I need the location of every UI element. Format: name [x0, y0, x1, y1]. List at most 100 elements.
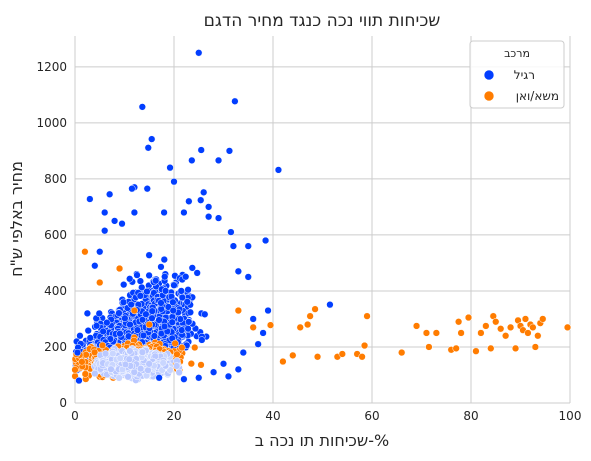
y-tick-label: 0: [59, 396, 67, 410]
point-regular: [205, 213, 213, 221]
point-van: [529, 323, 537, 332]
point-regular: [115, 374, 123, 382]
point-regular: [91, 262, 99, 270]
point-regular: [205, 203, 213, 211]
y-axis-label: מחיר באלפי ש"ח: [7, 161, 26, 277]
point-van: [197, 361, 205, 369]
point-regular: [119, 298, 128, 306]
point-regular: [136, 364, 145, 373]
point-regular: [130, 208, 139, 217]
point-regular: [249, 315, 257, 323]
point-regular: [201, 310, 209, 318]
point-regular: [144, 144, 152, 152]
point-regular: [254, 340, 262, 348]
point-regular: [120, 280, 128, 289]
legend-frame: [469, 40, 565, 109]
point-van: [234, 306, 243, 315]
point-regular: [126, 320, 134, 329]
point-van: [487, 344, 495, 353]
point-regular: [274, 166, 283, 174]
point-regular: [209, 368, 218, 376]
point-regular: [145, 271, 153, 280]
point-regular: [195, 374, 203, 382]
point-regular: [175, 368, 183, 377]
point-van: [524, 329, 532, 337]
point-van: [502, 332, 510, 340]
point-van: [82, 351, 90, 359]
point-regular: [231, 97, 239, 105]
y-tick-label: 1000: [36, 116, 67, 130]
point-regular: [115, 309, 123, 317]
point-regular: [168, 318, 176, 326]
point-regular: [101, 208, 109, 217]
point-van: [130, 306, 139, 315]
point-regular: [176, 315, 184, 323]
point-van: [306, 312, 314, 320]
point-van: [398, 348, 406, 357]
point-regular: [161, 287, 170, 295]
point-regular: [185, 197, 193, 205]
point-van: [279, 357, 287, 366]
point-regular: [177, 287, 185, 295]
point-regular: [188, 264, 196, 272]
point-regular: [185, 318, 193, 326]
point-regular: [84, 326, 92, 335]
point-regular: [164, 303, 173, 311]
point-van: [425, 343, 433, 351]
point-regular: [244, 242, 252, 250]
y-tick-label: 200: [44, 340, 67, 354]
y-tick-label: 400: [44, 284, 67, 298]
point-regular: [198, 336, 206, 344]
point-van: [539, 315, 547, 323]
point-regular: [73, 348, 82, 357]
point-regular: [160, 322, 169, 331]
point-van: [492, 318, 500, 326]
point-regular: [83, 309, 92, 318]
point-regular: [152, 277, 160, 285]
point-van: [477, 329, 485, 337]
x-tick-label: 20: [166, 409, 181, 423]
point-regular: [180, 208, 188, 217]
point-regular: [101, 227, 109, 235]
point-van: [511, 344, 520, 353]
point-regular: [101, 350, 110, 358]
point-van: [187, 360, 195, 368]
point-regular: [110, 217, 119, 225]
point-regular: [142, 310, 150, 318]
point-van: [464, 313, 473, 322]
legend-marker-regular: [483, 69, 495, 81]
point-van: [171, 339, 179, 348]
point-regular: [160, 255, 168, 264]
point-regular: [178, 326, 186, 334]
point-van: [90, 348, 99, 356]
point-regular: [264, 306, 272, 315]
point-regular: [126, 347, 134, 355]
point-regular: [124, 373, 132, 381]
point-regular: [143, 287, 151, 296]
point-regular: [227, 228, 235, 236]
point-regular: [239, 348, 247, 357]
point-regular: [195, 49, 203, 57]
point-regular: [103, 319, 111, 327]
point-van: [457, 329, 465, 337]
point-regular: [173, 362, 181, 370]
point-regular: [118, 220, 126, 228]
point-van: [191, 343, 199, 352]
point-regular: [138, 103, 146, 111]
point-regular: [139, 331, 148, 340]
point-regular: [95, 309, 103, 318]
data-points: [71, 49, 572, 385]
point-van: [452, 344, 460, 353]
point-van: [363, 312, 371, 320]
point-regular: [125, 355, 133, 363]
point-regular: [200, 188, 208, 196]
y-tick-label: 600: [44, 228, 67, 242]
point-regular: [91, 369, 99, 378]
point-van: [71, 366, 79, 374]
point-van: [296, 323, 304, 332]
point-regular: [259, 329, 267, 337]
point-regular: [182, 273, 190, 281]
point-regular: [138, 348, 147, 356]
point-regular: [133, 271, 141, 279]
